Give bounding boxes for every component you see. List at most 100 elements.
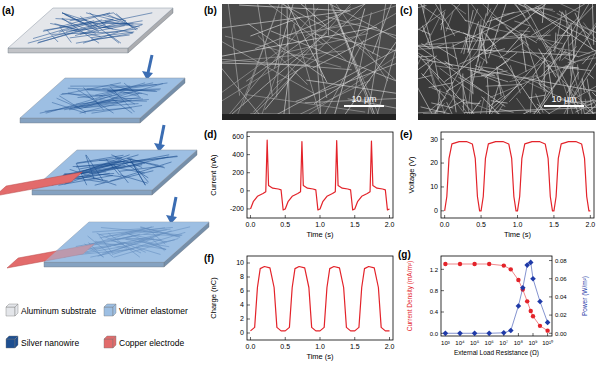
nanowire: [68, 88, 118, 91]
sem-wire: [287, 8, 289, 120]
plate-top: [20, 78, 185, 118]
tick-label: 0: [434, 207, 438, 214]
sem-wire: [440, 68, 473, 93]
data-point: [501, 330, 507, 336]
tick-label: 10¹⁰: [542, 339, 553, 346]
tick: [533, 333, 534, 336]
plate-top: [8, 8, 173, 48]
sem-wire: [418, 10, 446, 32]
data: [443, 260, 551, 336]
tick: [389, 337, 390, 340]
sem-background: [418, 4, 596, 120]
legend-label: Aluminum substrate: [21, 306, 96, 316]
y-axis-label: Voltage (V): [407, 156, 416, 194]
plate-shade: [32, 190, 152, 195]
tick-label: 1.2: [430, 267, 439, 273]
sem-wire: [542, 4, 546, 23]
sem-wire: [514, 21, 530, 26]
plate-top: [44, 222, 209, 262]
sem-wire: [353, 12, 372, 102]
tick: [250, 215, 251, 218]
sem-wire: [450, 4, 466, 14]
sem-wire: [418, 8, 481, 120]
nanowire: [50, 23, 79, 29]
arrow: [172, 197, 176, 217]
tick: [441, 269, 444, 270]
chart: 0.00.51.01.52.0-2000200400600Time (s)Cur…: [209, 132, 394, 239]
data-point: [508, 328, 514, 334]
plate-front: [32, 190, 152, 195]
sem-wire: [509, 76, 537, 82]
nanowire: [83, 25, 142, 43]
sem-wire: [284, 4, 328, 27]
tick: [444, 215, 445, 218]
sem-wire: [255, 4, 396, 49]
tick-label: 8: [240, 273, 244, 280]
nanowire: [70, 86, 130, 87]
tick-label: 400: [232, 151, 244, 158]
panel-label: (f): [204, 253, 214, 264]
panel-label: (d): [204, 129, 217, 140]
tick: [320, 337, 321, 340]
tick-label: 0.04: [555, 294, 567, 300]
sem-wire: [541, 38, 569, 55]
sem-wire: [296, 33, 396, 101]
tick-label: 0.5: [476, 221, 486, 228]
tick-label: 0.06: [555, 276, 567, 282]
sem-wire: [557, 12, 563, 44]
sem-wire: [437, 46, 457, 58]
data-point: [472, 262, 476, 266]
sem-wire: [577, 6, 593, 23]
sem-wire: [567, 72, 579, 93]
sem-wire: [458, 77, 482, 91]
tick-label: 0.02: [555, 312, 567, 318]
sem-wire: [507, 27, 530, 53]
sem-wire: [536, 76, 550, 90]
sem-info-bar: [418, 114, 596, 120]
tick: [247, 190, 250, 191]
sem-wire: [431, 103, 453, 108]
sem-wire: [500, 43, 524, 58]
data-point: [530, 276, 536, 282]
sem-wire: [373, 4, 396, 54]
nanowire: [89, 173, 121, 177]
sem-wire: [305, 98, 396, 103]
sem-wire: [306, 4, 396, 36]
tick: [247, 333, 250, 334]
sem-wire: [500, 4, 596, 80]
nanowire: [102, 13, 153, 23]
tick: [549, 260, 552, 261]
sem-wire: [517, 4, 596, 120]
tick: [285, 337, 286, 340]
tick-label: 0: [240, 187, 244, 194]
sem-wire: [574, 58, 596, 97]
tick: [247, 277, 250, 278]
tick-label: 10⁸: [514, 340, 524, 346]
tick-label: 0: [240, 329, 244, 336]
scale-bar: [344, 105, 384, 107]
data-point: [529, 309, 533, 313]
sem-wire: [530, 77, 533, 113]
legend-icon: [104, 307, 113, 316]
sem-wire: [286, 28, 396, 120]
sem-wire: [547, 4, 579, 12]
tick: [441, 139, 444, 140]
tick-label: 10: [430, 183, 438, 190]
arrow: [148, 55, 152, 73]
sem-wire: [441, 84, 463, 119]
tick-label: 1.0: [513, 221, 523, 228]
nanowire: [57, 98, 80, 108]
plate-shade: [20, 118, 140, 123]
sem-wire: [592, 92, 596, 100]
tick-label: 6: [240, 287, 244, 294]
sem-wire: [485, 53, 517, 78]
panel-label: (b): [204, 5, 217, 16]
tick: [247, 136, 250, 137]
nanowire: [80, 97, 119, 109]
plate-front: [8, 48, 128, 53]
sem-wire: [521, 34, 526, 72]
plot-frame: [441, 256, 552, 336]
legend-icon: [15, 336, 18, 348]
nanowire: [72, 177, 105, 182]
sem-wire: [592, 4, 593, 45]
